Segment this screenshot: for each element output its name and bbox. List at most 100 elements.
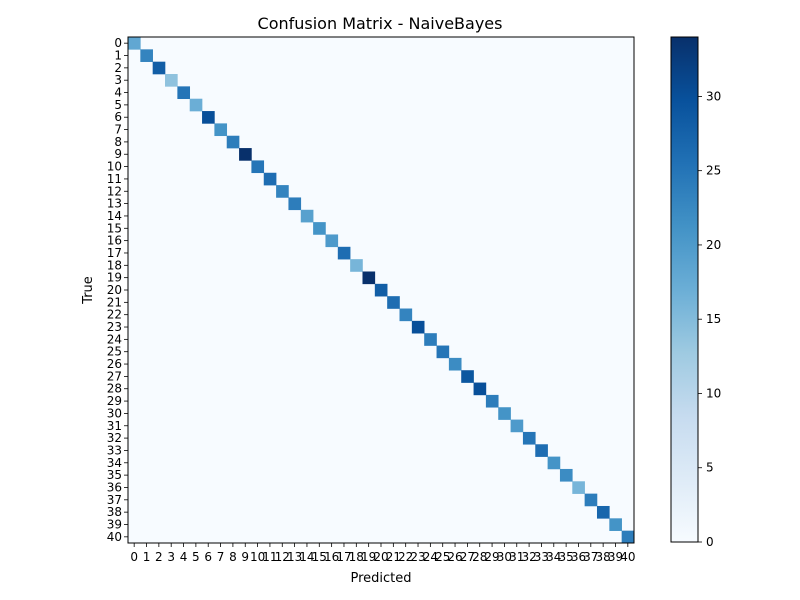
y-tick-label: 28 [107,382,122,396]
y-tick-label: 35 [107,468,122,482]
x-tick-label: 21 [386,550,401,564]
x-tick-label: 16 [324,550,339,564]
heatmap-cell-11-11 [263,172,277,186]
x-tick-label: 8 [229,550,237,564]
heatmap-cell-15-15 [313,222,326,235]
heatmap-cell-23-23 [411,320,425,334]
y-axis-ticks: 0123456789101112131415161718192021222324… [107,36,128,544]
heatmap-cell-29-29 [485,394,499,408]
y-tick-label: 39 [107,517,122,531]
x-tick-label: 1 [143,550,151,564]
y-tick-label: 13 [107,197,122,211]
heatmap-cell-34-34 [547,456,561,470]
heatmap-cell-35-35 [559,468,573,482]
heatmap-cell-8-8 [226,135,240,149]
x-tick-label: 5 [192,550,200,564]
y-tick-label: 0 [114,36,122,50]
y-tick-label: 9 [114,147,122,161]
y-tick-label: 21 [107,295,122,309]
y-tick-label: 27 [107,369,122,383]
x-tick-label: 38 [596,550,611,564]
y-tick-label: 12 [107,184,122,198]
y-tick-label: 30 [107,406,122,420]
y-axis-label: True [81,276,96,305]
x-tick-label: 2 [155,550,163,564]
y-tick-label: 7 [114,123,122,137]
x-tick-label: 11 [262,550,277,564]
heatmap-cell-31-31 [510,419,524,433]
heatmap-cell-30-30 [498,407,511,420]
x-axis-label: Predicted [350,571,411,586]
x-tick-label: 3 [167,550,175,564]
x-axis-ticks: 0 1 2 3 4 5 6 7 8 9 101112131415161718192021222324… [130,543,635,564]
x-tick-label: 19 [361,550,376,564]
y-tick-label: 29 [107,394,122,408]
y-tick-label: 36 [107,480,122,494]
y-tick-label: 1 [114,49,122,63]
heatmap-cell-3-3 [165,74,178,87]
heatmap-cell-7-7 [214,123,228,137]
heatmap-cell-6-6 [202,111,215,124]
y-tick-label: 20 [107,283,122,297]
y-tick-label: 18 [107,258,122,272]
y-tick-label: 5 [114,98,122,112]
chart-title: Confusion Matrix - NaiveBayes [258,14,503,33]
heatmap-cell-28-28 [473,382,487,396]
y-tick-label: 17 [107,246,122,260]
y-tick-label: 38 [107,505,122,519]
x-tick-label: 32 [521,550,536,564]
colorbar-tick-label: 5 [706,461,714,475]
heatmap-cell-37-37 [584,493,598,507]
y-tick-label: 37 [107,493,122,507]
y-tick-label: 34 [107,456,122,470]
x-tick-label: 33 [534,550,549,564]
heatmap-cell-10-10 [251,160,265,174]
y-tick-label: 40 [107,530,122,544]
heatmap-cell-0-0 [128,37,141,50]
y-tick-label: 15 [107,221,122,235]
x-tick-label: 23 [410,550,425,564]
y-tick-label: 26 [107,357,122,371]
x-tick-label: 20 [373,550,388,564]
x-tick-label: 34 [546,550,561,564]
y-tick-label: 23 [107,320,122,334]
x-tick-label: 18 [349,550,364,564]
heatmap-cell-18-18 [350,259,363,272]
x-tick-label: 27 [460,550,475,564]
colorbar-tick-label: 30 [706,89,721,103]
y-tick-label: 33 [107,443,122,457]
heatmap-cell-2-2 [152,61,166,75]
heatmap-cells [128,37,635,544]
heatmap-cell-40-40 [621,530,635,544]
x-tick-label: 28 [472,550,487,564]
heatmap-cell-19-19 [362,271,376,285]
colorbar-tick-label: 25 [706,164,721,178]
colorbar-tick-label: 10 [706,386,721,400]
y-tick-label: 24 [107,332,122,346]
y-tick-label: 32 [107,431,122,445]
x-tick-label: 15 [312,550,327,564]
y-tick-label: 25 [107,345,122,359]
heatmap-cell-1-1 [140,49,153,62]
x-tick-label: 36 [571,550,586,564]
y-tick-label: 6 [114,110,122,124]
x-tick-label: 10 [250,550,265,564]
heatmap-cell-13-13 [288,197,302,211]
x-tick-label: 4 [180,550,188,564]
x-tick-label: 22 [398,550,413,564]
heatmap-cell-21-21 [387,296,400,309]
heatmap-cell-20-20 [374,283,388,297]
heatmap-cell-38-38 [596,505,610,519]
heatmap-cell-24-24 [424,333,437,346]
colorbar-gradient [670,36,699,543]
heatmap-cell-36-36 [572,481,585,494]
heatmap-cell-25-25 [436,345,450,359]
y-tick-label: 19 [107,271,122,285]
x-tick-label: 35 [558,550,573,564]
x-tick-label: 14 [299,550,314,564]
heatmap-cell-16-16 [325,234,339,248]
x-tick-label: 12 [275,550,290,564]
colorbar-ticks: 0 5 10 15 20 25 30 [698,89,721,549]
x-tick-label: 6 [204,550,212,564]
heatmap-cell-14-14 [300,209,314,223]
